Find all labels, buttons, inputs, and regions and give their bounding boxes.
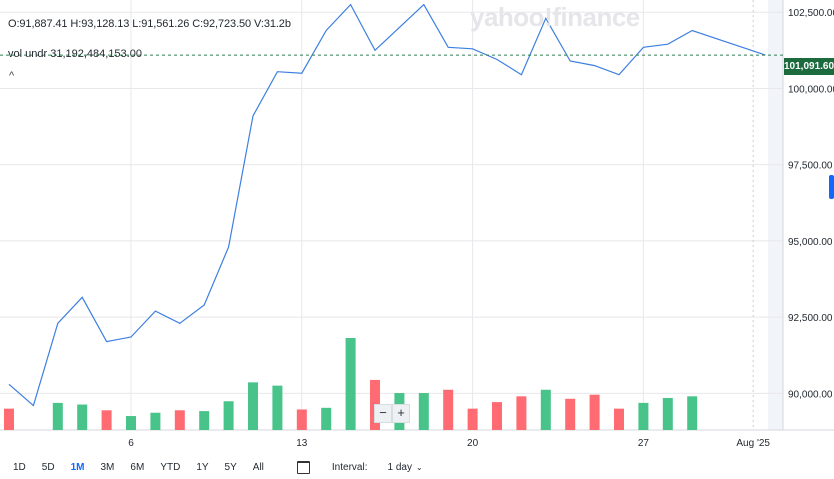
y-tick-label: 92,500.00 xyxy=(788,313,833,324)
x-tick-label: Aug '25 xyxy=(736,438,770,449)
volume-bar xyxy=(4,408,14,430)
calendar-icon[interactable] xyxy=(296,460,310,474)
x-tick-label: 20 xyxy=(467,438,479,449)
volume-bar xyxy=(443,389,454,430)
volume-bar xyxy=(492,402,502,430)
volume-bar xyxy=(248,382,258,430)
volume-bar xyxy=(296,409,307,430)
volume-bar xyxy=(516,396,527,430)
range-5d-button[interactable]: 5D xyxy=(41,461,55,473)
volume-bar xyxy=(540,389,551,430)
volume-bar xyxy=(638,402,649,430)
range-all-button[interactable]: All xyxy=(252,461,264,473)
x-tick-label: 6 xyxy=(128,438,134,449)
price-chart[interactable]: 90,000.00 92,500.00 95,000.00 97,500.00 100,… xyxy=(0,0,834,455)
open-value: O:91,887.41 xyxy=(8,18,68,30)
x-tick-label: 13 xyxy=(296,438,308,449)
range-1m-button[interactable]: 1M xyxy=(70,461,85,473)
volume-bar xyxy=(565,398,576,430)
volume-legend-value: 31,192,484,153.00 xyxy=(50,48,142,60)
y-tick-label: 100,000.00 xyxy=(788,84,834,95)
range-6m-button[interactable]: 6M xyxy=(130,461,145,473)
y-tick-label: 95,000.00 xyxy=(788,237,833,248)
interval-select[interactable]: 1 day xyxy=(387,461,412,473)
last-price-label: 101,091.60 xyxy=(784,58,834,75)
volume-legend: vol undr 31,192,484,153.00 xyxy=(8,48,142,60)
y-tick-label: 102,500.00 xyxy=(788,8,834,19)
volume-bar xyxy=(614,408,624,430)
chart-footer: 1D 5D 1M 3M 6M YTD 1Y 5Y All Interval: 1… xyxy=(0,455,834,479)
yahoo-finance-watermark: yahoo!finance xyxy=(470,2,640,32)
volume-bar xyxy=(77,404,88,430)
interval-label: Interval: xyxy=(331,461,368,473)
volume-value: V:31.2b xyxy=(254,18,291,30)
volume-legend-label: vol undr xyxy=(8,48,48,60)
volume-bar xyxy=(321,407,332,430)
ohlc-legend: O:91,887.41 H:93,128.13 L:91,561.26 C:92… xyxy=(8,18,291,30)
volume-bar xyxy=(687,396,698,430)
range-5y-button[interactable]: 5Y xyxy=(224,461,237,473)
low-value: L:91,561.26 xyxy=(132,18,190,30)
y-tick-label: 97,500.00 xyxy=(788,161,833,172)
close-value: C:92,723.50 xyxy=(192,18,252,30)
zoom-controls: − + xyxy=(374,404,410,423)
volume-bar xyxy=(101,410,112,430)
chart-area[interactable]: 90,000.00 92,500.00 95,000.00 97,500.00 100,… xyxy=(0,0,834,455)
future-area xyxy=(767,0,783,430)
volume-bar xyxy=(52,402,63,430)
range-3m-button[interactable]: 3M xyxy=(100,461,115,473)
zoom-in-button[interactable]: + xyxy=(392,404,410,423)
volume-bar xyxy=(418,393,429,430)
volume-bar xyxy=(199,411,210,430)
volume-bar xyxy=(174,410,185,430)
volume-bar xyxy=(126,416,136,430)
y-tick-label: 90,000.00 xyxy=(788,389,833,400)
scroll-indicator[interactable] xyxy=(829,175,834,199)
collapse-legend-chevron-icon[interactable]: ^ xyxy=(9,70,15,82)
price-line xyxy=(8,3,766,407)
volume-bar xyxy=(662,397,673,430)
x-tick-label: 27 xyxy=(638,438,650,449)
volume-bar xyxy=(272,385,283,430)
range-1d-button[interactable]: 1D xyxy=(13,461,26,473)
volume-bar xyxy=(150,412,161,430)
range-1y-button[interactable]: 1Y xyxy=(196,461,209,473)
chevron-down-icon[interactable]: ⌄ xyxy=(415,462,423,472)
high-value: H:93,128.13 xyxy=(70,18,130,30)
volume-bar xyxy=(467,408,478,430)
range-ytd-button[interactable]: YTD xyxy=(160,461,181,473)
zoom-out-button[interactable]: − xyxy=(374,404,392,423)
volume-bar xyxy=(223,401,234,430)
volume-bar xyxy=(589,394,600,430)
volume-bar xyxy=(345,338,356,430)
